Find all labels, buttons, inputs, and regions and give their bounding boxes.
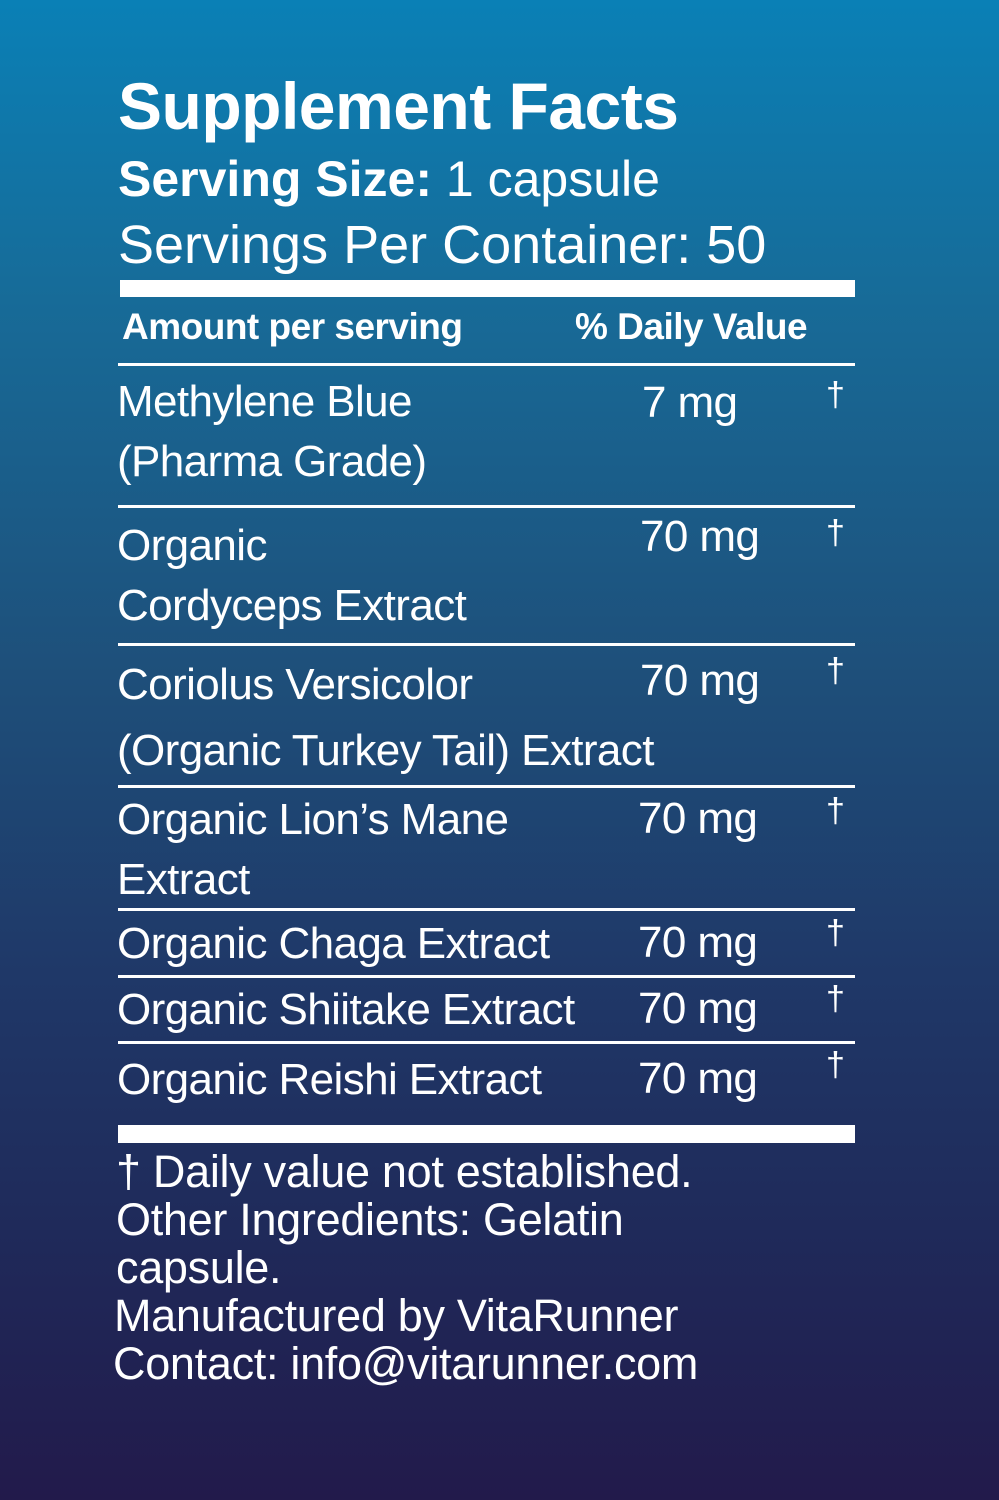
ingredient-name: Methylene Blue (Pharma Grade) <box>117 377 427 486</box>
dagger-mark: † <box>826 652 845 690</box>
dagger-mark: † <box>826 980 845 1018</box>
ingredient-name: Organic Cordyceps Extract <box>117 521 467 630</box>
other-ingredients-cont: capsule. <box>116 1242 282 1293</box>
serving-size-label: Serving Size: <box>118 151 432 207</box>
manufacturer: Manufactured by VitaRunner <box>114 1290 679 1341</box>
ingredient-name: Organic Shiitake Extract <box>117 985 575 1034</box>
serving-size-value: 1 capsule <box>432 151 660 207</box>
divider <box>118 363 855 366</box>
dv-note: † Daily value not established. <box>116 1146 693 1197</box>
ingredient-amount: 70 mg <box>638 984 758 1033</box>
divider <box>118 1041 855 1044</box>
dagger-mark: † <box>826 514 845 552</box>
ingredient-amount: 70 mg <box>638 918 758 967</box>
ingredient-name: Organic Reishi Extract <box>117 1055 542 1104</box>
divider <box>118 975 855 978</box>
header-amount: Amount per serving <box>122 306 463 347</box>
panel-title: Supplement Facts <box>118 69 679 143</box>
dagger-mark: † <box>826 792 845 830</box>
thick-divider-bottom <box>118 1125 855 1143</box>
divider <box>118 643 855 646</box>
ingredient-name: Organic Chaga Extract <box>117 919 550 968</box>
contact-email: Contact: info@vitarunner.com <box>113 1338 699 1389</box>
footer-notes: † Daily value not established. Other Ing… <box>113 1146 699 1389</box>
ingredient-amount: 70 mg <box>640 656 760 705</box>
serving-size: Serving Size: 1 capsule <box>118 150 660 208</box>
ingredient-name: Coriolus Versicolor (Organic Turkey Tail)… <box>117 660 654 775</box>
dagger-mark: † <box>826 1046 845 1084</box>
divider <box>118 785 855 788</box>
ingredient-amount: 70 mg <box>640 512 760 561</box>
ingredient-amount: 70 mg <box>638 1054 758 1103</box>
divider <box>118 505 855 508</box>
other-ingredients: Other Ingredients: Gelatin <box>116 1194 624 1245</box>
dagger-mark: † <box>826 914 845 952</box>
ingredient-amount: 7 mg <box>642 378 738 427</box>
ingredient-amount: 70 mg <box>638 794 758 843</box>
dagger-mark: † <box>826 376 845 414</box>
header-daily-value: % Daily Value <box>575 306 808 347</box>
thick-divider-top <box>120 280 855 297</box>
servings-per-container: Servings Per Container: 50 <box>118 215 767 275</box>
ingredient-name: Organic Lion’s Mane Extract <box>117 795 509 904</box>
divider <box>118 908 855 911</box>
